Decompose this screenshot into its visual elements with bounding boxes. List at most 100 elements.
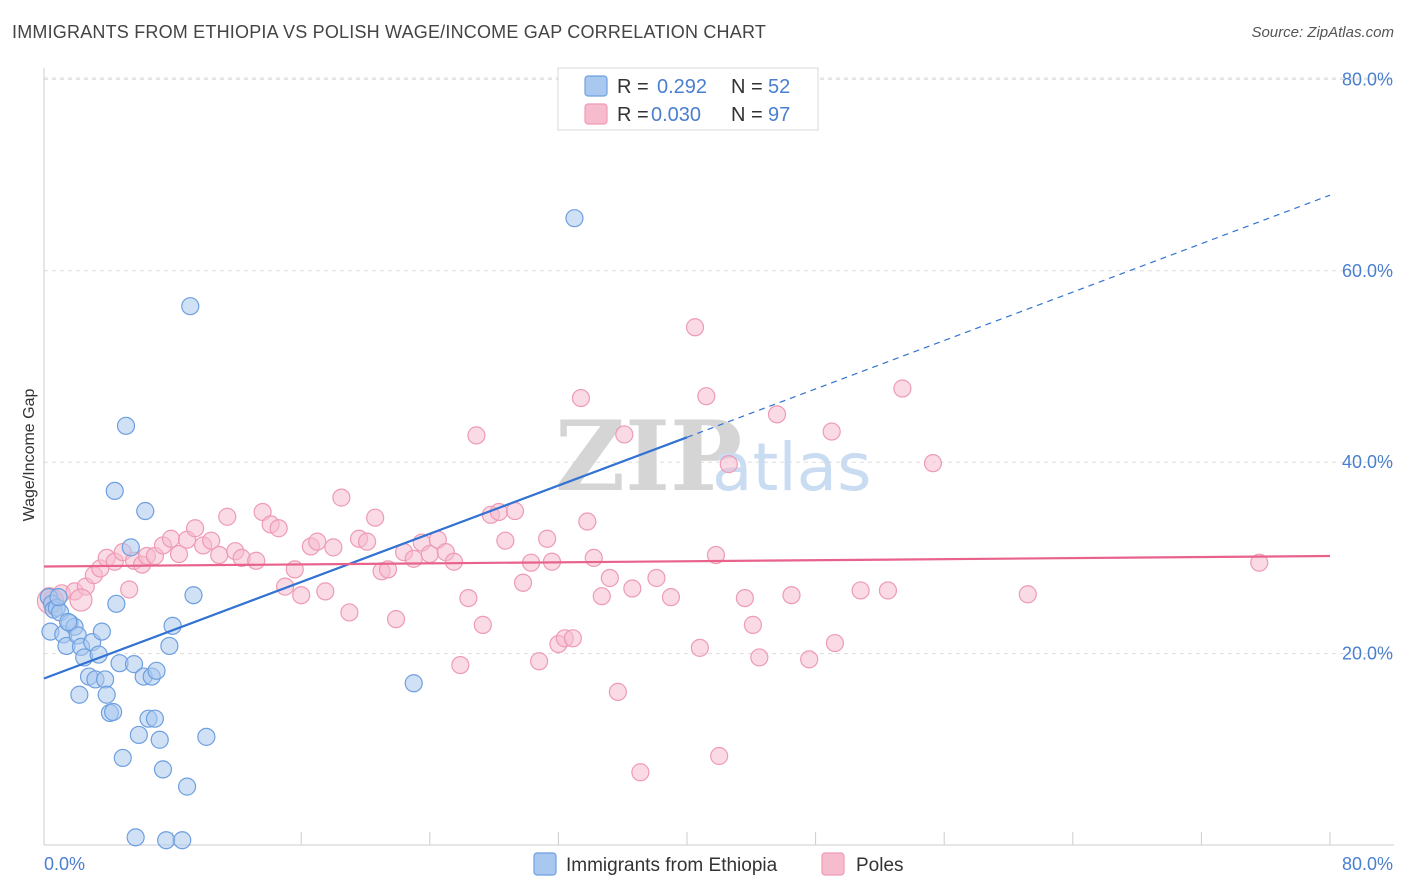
series-ethiopia-points <box>39 209 584 850</box>
point-poles <box>578 512 597 531</box>
y-tick-labels: 20.0% 40.0% 60.0% 80.0% <box>1342 69 1393 663</box>
point-ethiopia <box>177 777 197 796</box>
point-poles <box>822 422 841 441</box>
point-poles <box>584 548 603 568</box>
point-ethiopia <box>404 674 423 693</box>
legend-r-value-0: 0.292 <box>657 76 707 98</box>
point-poles <box>719 455 738 474</box>
legend-swatch-pink <box>584 103 608 125</box>
point-poles <box>316 582 335 601</box>
point-poles <box>202 531 221 550</box>
point-poles <box>276 577 295 596</box>
point-poles <box>608 682 627 701</box>
point-poles <box>600 568 619 588</box>
legend-n-label-1: N = <box>731 104 763 126</box>
point-poles <box>623 579 642 598</box>
point-poles <box>743 615 763 634</box>
point-poles <box>496 531 515 550</box>
watermark-zip-text: ZIP <box>555 400 742 513</box>
point-ethiopia <box>59 612 78 632</box>
point-poles <box>710 746 729 766</box>
point-poles <box>767 405 787 424</box>
legend-r-label-1: R = <box>617 104 649 126</box>
axes <box>43 68 1394 846</box>
point-ethiopia <box>145 709 165 728</box>
point-poles <box>292 586 311 605</box>
point-poles <box>69 588 93 612</box>
point-ethiopia <box>153 760 173 779</box>
point-poles <box>530 652 549 671</box>
trend-line-poles <box>43 554 1331 568</box>
legend-swatch-poles <box>821 852 845 876</box>
point-ethiopia <box>197 727 216 746</box>
point-ethiopia <box>97 685 116 704</box>
point-poles <box>685 318 705 337</box>
point-poles <box>358 532 377 551</box>
point-ethiopia <box>157 831 176 850</box>
point-poles <box>563 629 582 648</box>
point-ethiopia <box>124 655 144 674</box>
point-ethiopia <box>163 616 182 635</box>
point-ethiopia <box>121 538 140 557</box>
point-poles <box>210 545 229 565</box>
point-poles <box>386 610 406 629</box>
point-poles <box>878 581 898 600</box>
point-poles <box>615 425 634 444</box>
point-poles <box>706 545 726 565</box>
point-poles <box>324 538 343 557</box>
legend-r-label-0: R = <box>617 76 649 98</box>
chart-title: IMMIGRANTS FROM ETHIOPIA VS POLISH WAGE/… <box>12 22 767 42</box>
point-poles <box>800 650 819 669</box>
point-poles <box>571 388 591 408</box>
point-ethiopia <box>95 670 115 689</box>
y-tick-label: 60.0% <box>1342 261 1393 281</box>
point-poles <box>451 655 470 675</box>
x-tick-labels: 0.0% 80.0% <box>44 854 1393 874</box>
point-poles <box>269 519 288 538</box>
point-poles <box>782 586 801 605</box>
x-tick-label: 80.0% <box>1342 854 1393 874</box>
point-poles <box>1250 553 1269 572</box>
legend-n-value-0: 52 <box>768 76 790 98</box>
legend-r-value-1: 0.030 <box>651 104 701 126</box>
point-poles <box>366 508 385 527</box>
y-axis-label: Wage/Income Gap <box>21 389 38 522</box>
legend-swatch-ethiopia <box>533 852 557 876</box>
x-tick-label: 0.0% <box>44 854 85 874</box>
point-poles <box>473 615 492 634</box>
point-ethiopia <box>136 501 155 521</box>
watermark: ZIP atlas <box>555 400 872 513</box>
point-poles <box>538 529 557 548</box>
trend-lines <box>43 194 1331 680</box>
point-poles <box>851 581 870 600</box>
legend-label-poles: Poles <box>856 855 904 876</box>
point-poles <box>308 532 327 551</box>
point-poles <box>1018 585 1037 604</box>
point-ethiopia <box>70 685 89 704</box>
point-poles <box>444 552 464 571</box>
legend-n-label-0: N = <box>731 76 763 98</box>
point-poles <box>690 638 709 657</box>
point-poles <box>825 633 844 653</box>
point-ethiopia <box>173 831 192 850</box>
point-ethiopia <box>126 828 145 847</box>
point-poles <box>647 568 666 588</box>
point-poles <box>120 580 139 599</box>
series-legend: Immigrants from Ethiopia Poles <box>533 852 904 876</box>
point-poles <box>404 549 423 568</box>
correlation-legend: R = 0.292 N = 52 R = 0.030 N = 97 <box>557 67 819 131</box>
point-ethiopia <box>107 594 126 613</box>
point-poles <box>340 603 359 622</box>
point-poles <box>186 519 205 538</box>
watermark-atlas-text: atlas <box>712 429 872 506</box>
point-ethiopia <box>181 297 200 316</box>
point-ethiopia <box>147 661 166 680</box>
point-poles <box>161 529 181 548</box>
point-poles <box>218 507 237 526</box>
point-ethiopia <box>105 481 124 501</box>
y-tick-label: 20.0% <box>1342 644 1393 664</box>
point-poles <box>631 763 650 782</box>
point-poles <box>735 588 754 608</box>
point-poles <box>893 379 912 398</box>
